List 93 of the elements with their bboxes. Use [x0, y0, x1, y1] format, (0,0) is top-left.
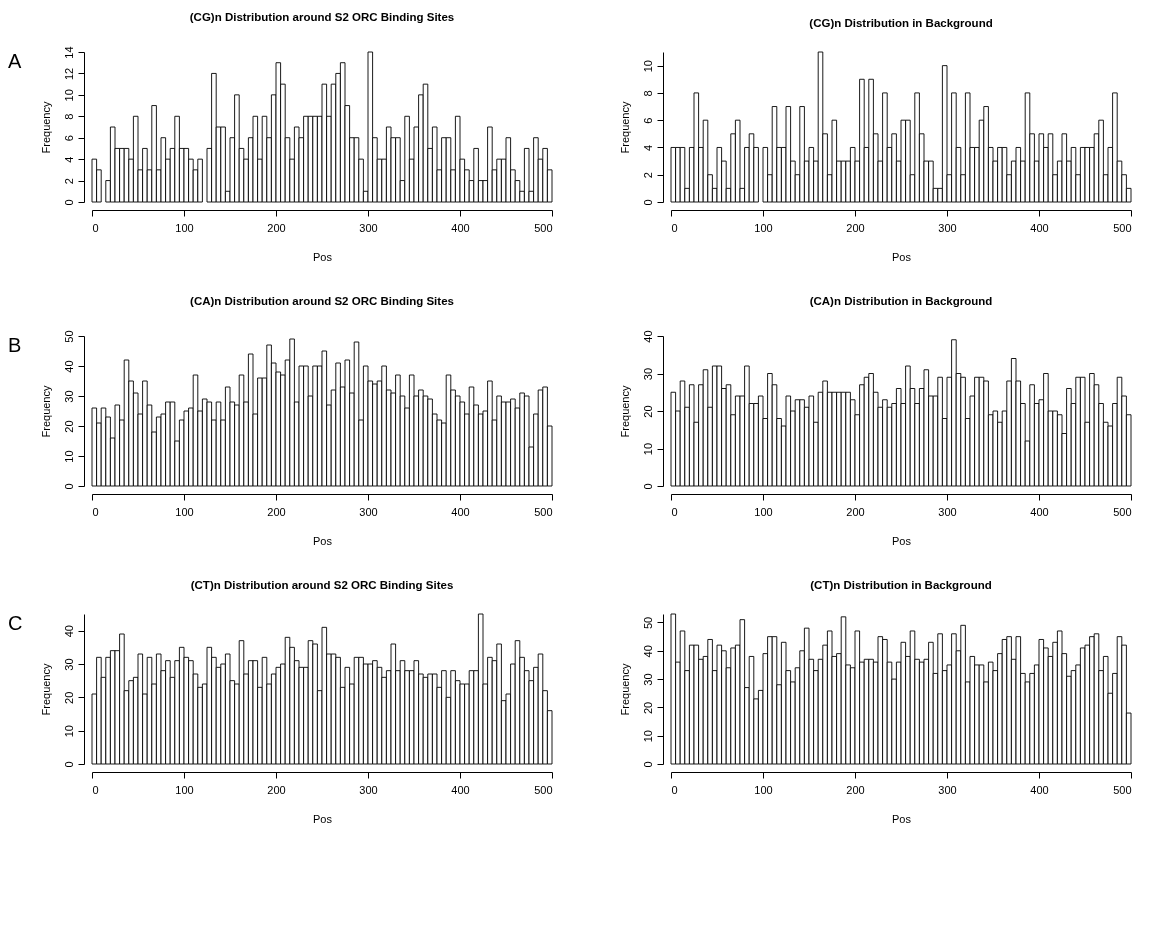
x-tick-label: 0 [671, 783, 678, 796]
y-tick-label: 20 [641, 701, 654, 715]
x-tick-label: 400 [451, 505, 470, 518]
y-axis-title: Frequency [39, 663, 52, 716]
x-tick-label: 300 [359, 783, 378, 796]
y-tick-label: 2 [641, 172, 654, 179]
x-tick-label: 100 [754, 221, 773, 234]
y-tick-label: 30 [641, 367, 654, 381]
y-tick-label: 10 [641, 442, 654, 456]
x-tick-label: 400 [1030, 783, 1049, 796]
x-tick-label: 200 [267, 221, 286, 234]
y-tick-label: 30 [62, 658, 75, 671]
x-axis-title: Pos [892, 534, 912, 547]
y-tick-label: 4 [641, 144, 654, 152]
x-tick-label: 200 [846, 221, 865, 234]
text: A [8, 50, 22, 72]
y-tick-label: 50 [62, 330, 75, 343]
x-tick-label: 0 [92, 221, 99, 234]
x-axis-title: Pos [313, 250, 333, 263]
y-tick-label: 8 [641, 90, 654, 97]
x-axis-title: Pos [892, 812, 912, 825]
x-tick-label: 100 [754, 505, 773, 518]
y-tick-label: 8 [62, 113, 75, 120]
x-axis-title: Pos [892, 250, 912, 263]
x-tick-label: 200 [267, 783, 286, 796]
chart-title: (CT)n Distribution in Background [810, 579, 992, 592]
y-tick-label: 10 [62, 450, 75, 463]
x-axis-title: Pos [313, 534, 333, 547]
y-tick-label: 30 [641, 673, 654, 686]
x-tick-label: 500 [1113, 221, 1132, 234]
x-tick-label: 500 [1113, 783, 1132, 796]
y-tick-label: 14 [62, 46, 75, 59]
x-tick-label: 100 [175, 221, 194, 234]
x-tick-label: 0 [92, 505, 99, 518]
text: B [8, 334, 22, 356]
chart-title: (CG)n Distribution around S2 ORC Binding Sites [189, 11, 455, 24]
x-tick-label: 200 [267, 505, 286, 518]
y-tick-label: 12 [62, 67, 75, 81]
x-tick-label: 300 [938, 221, 957, 234]
y-tick-label: 10 [641, 60, 654, 73]
y-axis-title: Frequency [618, 101, 631, 154]
x-tick-label: 400 [1030, 505, 1049, 518]
x-tick-label: 0 [92, 783, 99, 796]
y-tick-label: 20 [62, 691, 75, 704]
y-tick-label: 20 [641, 405, 654, 418]
y-tick-label: 0 [641, 761, 654, 768]
y-axis-title: Frequency [39, 385, 52, 438]
x-tick-label: 300 [938, 783, 957, 796]
x-tick-label: 100 [175, 505, 194, 518]
x-tick-label: 300 [359, 505, 378, 518]
y-axis-title: Frequency [618, 385, 631, 438]
x-tick-label: 100 [754, 783, 773, 796]
x-tick-label: 200 [846, 783, 865, 796]
y-tick-label: 6 [62, 135, 75, 142]
x-tick-label: 300 [938, 505, 957, 518]
x-tick-label: 500 [1113, 505, 1132, 518]
y-tick-label: 0 [641, 199, 654, 206]
x-tick-label: 400 [451, 783, 470, 796]
y-tick-label: 10 [641, 730, 654, 743]
text: C [8, 612, 23, 634]
y-tick-label: 0 [62, 761, 75, 768]
y-axis-title: Frequency [618, 663, 631, 716]
y-axis-title: Frequency [39, 101, 52, 154]
y-tick-label: 0 [62, 483, 75, 490]
y-tick-label: 0 [641, 483, 654, 490]
y-tick-label: 10 [62, 725, 75, 738]
y-tick-label: 50 [641, 616, 654, 630]
x-tick-label: 0 [671, 505, 678, 518]
chart-title: (CT)n Distribution around S2 ORC Binding Sites [190, 579, 454, 592]
y-tick-label: 20 [62, 420, 75, 433]
y-tick-label: 0 [62, 199, 75, 206]
x-axis-title: Pos [313, 812, 333, 825]
x-tick-label: 400 [1030, 221, 1049, 234]
x-tick-label: 200 [846, 505, 865, 518]
chart-title: (CA)n Distribution in Background [809, 295, 993, 308]
y-tick-label: 30 [62, 390, 75, 403]
y-tick-label: 4 [62, 156, 75, 163]
x-tick-label: 300 [359, 221, 378, 234]
y-tick-label: 40 [62, 360, 75, 373]
x-tick-label: 0 [671, 221, 678, 234]
y-tick-label: 40 [641, 645, 654, 658]
y-tick-label: 6 [641, 117, 654, 124]
chart-title: (CA)n Distribution around S2 ORC Binding Sites [190, 295, 454, 308]
x-tick-label: 500 [534, 505, 553, 518]
x-tick-label: 500 [534, 783, 553, 796]
x-tick-label: 400 [451, 221, 470, 234]
chart-title: (CG)n Distribution in Background [809, 17, 993, 30]
y-tick-label: 40 [62, 625, 75, 638]
y-tick-label: 10 [62, 89, 75, 102]
x-tick-label: 100 [175, 783, 194, 796]
x-tick-label: 500 [534, 221, 553, 234]
y-tick-label: 2 [62, 178, 75, 185]
y-tick-label: 40 [641, 330, 654, 343]
